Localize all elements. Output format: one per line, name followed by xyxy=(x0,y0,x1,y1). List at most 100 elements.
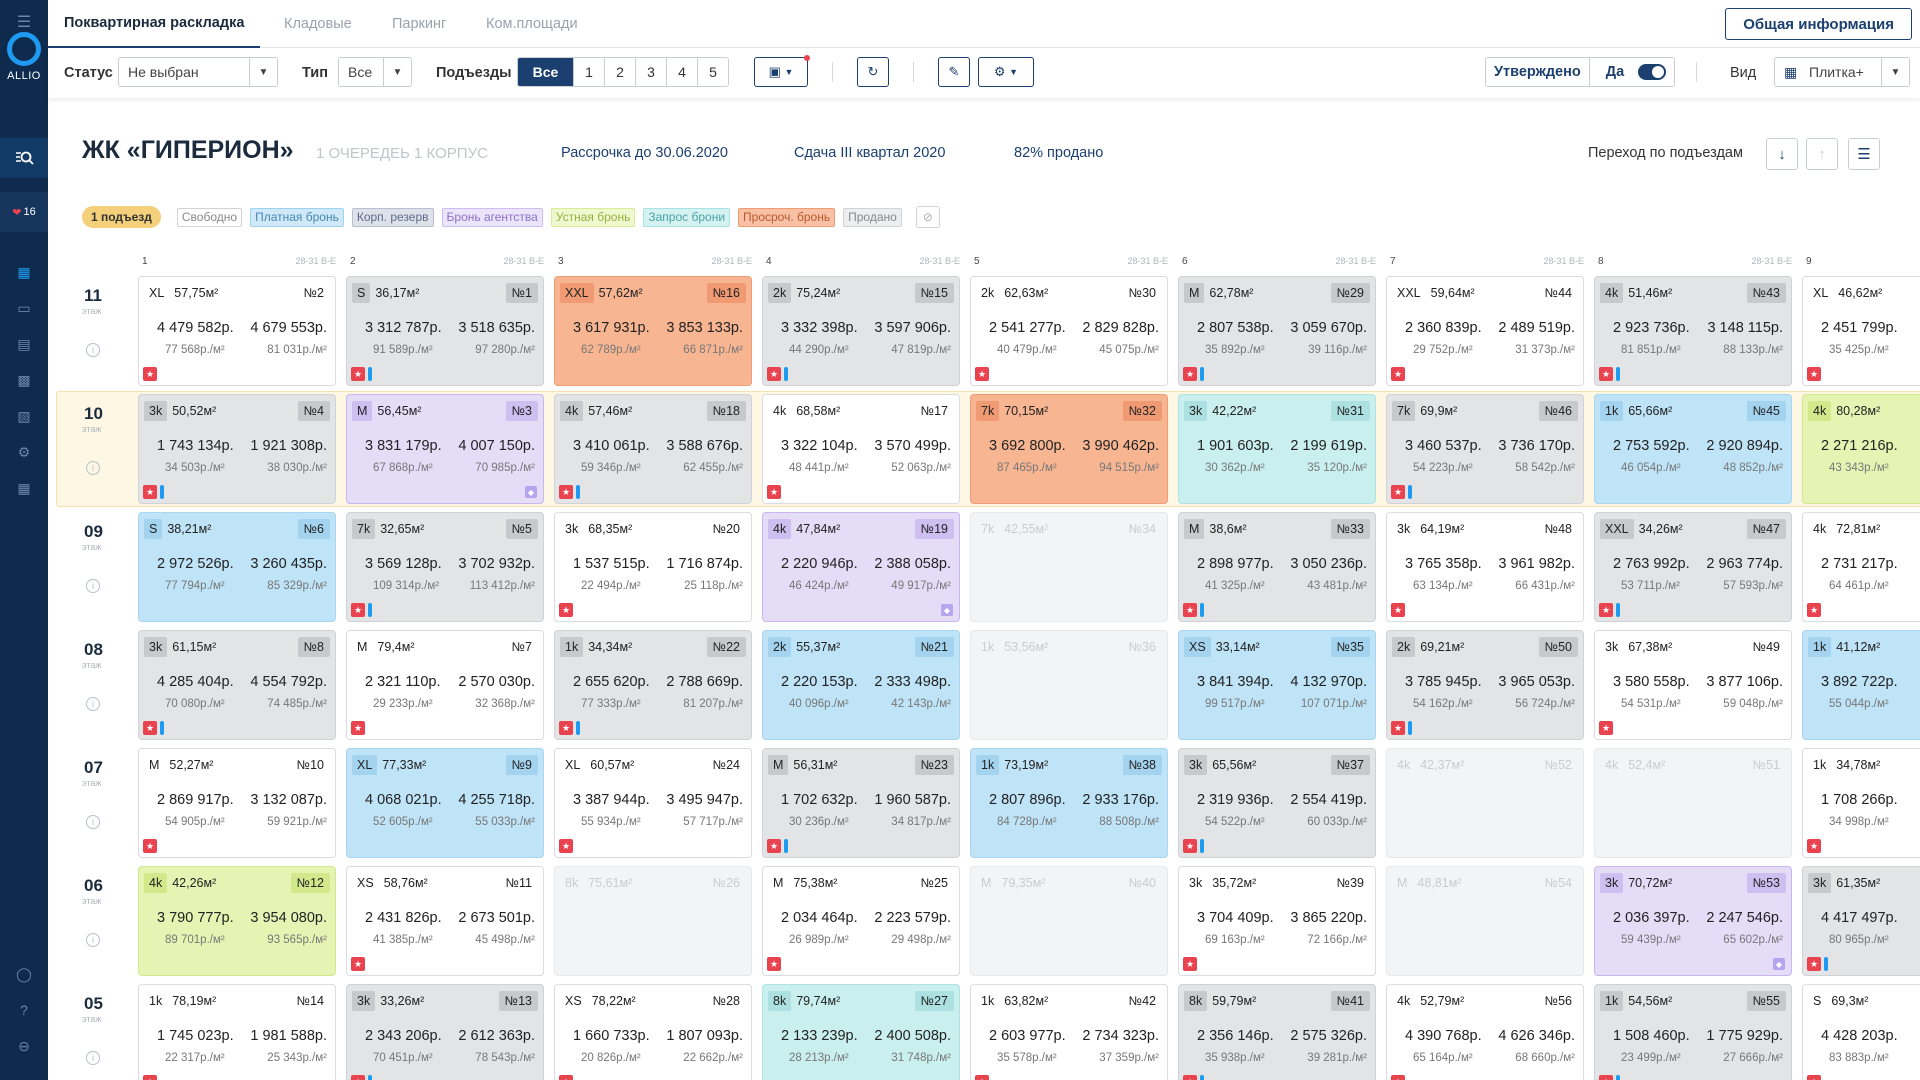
star-icon[interactable]: ★ xyxy=(1807,839,1821,853)
entrance-2[interactable]: 2 xyxy=(604,58,635,86)
star-icon[interactable]: ★ xyxy=(1807,603,1821,617)
legend-item[interactable]: Свободно xyxy=(176,207,243,227)
apartment-tile[interactable]: 4k 52,4м² №51 xyxy=(1594,748,1792,858)
apartment-tile[interactable]: XXL 34,26м² №47 2 763 992р. 2 963 774р. 53 71… xyxy=(1594,512,1792,622)
star-icon[interactable]: ★ xyxy=(143,1075,157,1080)
apartment-tile[interactable]: S 36,17м² №1 3 312 787р. 3 518 635р. 91 589р.… xyxy=(346,276,544,386)
apartment-tile[interactable]: 3k 68,35м² №20 1 537 515р. 1 716 874р. 22 494… xyxy=(554,512,752,622)
apartment-tile[interactable]: S 69,3м² 4 428 203р. 83 883р./м² ★ xyxy=(1802,984,1920,1080)
scroll-up-button[interactable]: ↑ xyxy=(1806,138,1838,170)
star-icon[interactable]: ★ xyxy=(975,367,989,381)
info-icon[interactable]: i xyxy=(86,461,100,475)
star-icon[interactable]: ★ xyxy=(767,957,781,971)
star-icon[interactable]: ★ xyxy=(351,957,365,971)
star-icon[interactable]: ★ xyxy=(351,367,365,381)
apartment-tile[interactable]: M 56,31м² №23 1 702 632р. 1 960 587р. 30 236р… xyxy=(762,748,960,858)
apartment-tile[interactable]: 1k 34,34м² №22 2 655 620р. 2 788 669р. 77 333… xyxy=(554,630,752,740)
toggle-switch[interactable] xyxy=(1638,64,1667,80)
star-icon[interactable]: ★ xyxy=(975,1075,989,1080)
apartment-tile[interactable]: 3k 50,52м² №4 1 743 134р. 1 921 308р. 34 503р… xyxy=(138,394,336,504)
star-icon[interactable]: ★ xyxy=(1807,957,1821,971)
profile-icon[interactable]: ◯ xyxy=(16,965,32,982)
apartment-tile[interactable]: 4k 80,28м² 2 271 216р. 43 343р./м² xyxy=(1802,394,1920,504)
tab-commercial[interactable]: Ком.площади xyxy=(486,16,578,32)
type-select[interactable]: Все ▼ xyxy=(338,57,412,87)
apartment-tile[interactable]: XS 58,76м² №11 2 431 826р. 2 673 501р. 41 385… xyxy=(346,866,544,976)
star-icon[interactable]: ★ xyxy=(1391,367,1405,381)
apartment-tile[interactable]: M 79,35м² №40 xyxy=(970,866,1168,976)
apartment-tile[interactable]: M 38,6м² №33 2 898 977р. 3 050 236р. 41 325р.… xyxy=(1178,512,1376,622)
apartment-tile[interactable]: XL 60,57м² №24 3 387 944р. 3 495 947р. 55 934… xyxy=(554,748,752,858)
apartment-tile[interactable]: XL 57,75м² №2 4 479 582р. 4 679 553р. 77 568р… xyxy=(138,276,336,386)
legend-item[interactable]: Платная бронь xyxy=(250,207,344,227)
legend-item[interactable]: Бронь агентства xyxy=(441,207,543,227)
apartment-tile[interactable]: 2k 69,21м² №50 3 785 945р. 3 965 053р. 54 162… xyxy=(1386,630,1584,740)
status-select[interactable]: Не выбран ▼ xyxy=(118,57,278,87)
star-icon[interactable]: ★ xyxy=(1599,367,1613,381)
star-icon[interactable]: ★ xyxy=(1391,603,1405,617)
apartment-tile[interactable]: 3k 65,56м² №37 2 319 936р. 2 554 419р. 54 522… xyxy=(1178,748,1376,858)
apartment-tile[interactable]: 4k 52,79м² №56 4 390 768р. 4 626 346р. 65 164… xyxy=(1386,984,1584,1080)
star-icon[interactable]: ★ xyxy=(1807,1075,1821,1080)
star-icon[interactable]: ★ xyxy=(1183,367,1197,381)
star-icon[interactable]: ★ xyxy=(351,1075,365,1080)
tab-storage[interactable]: Кладовые xyxy=(284,16,352,32)
apartment-tile[interactable]: 3k 42,22м² №31 1 901 603р. 2 199 619р. 30 362… xyxy=(1178,394,1376,504)
entrance-1[interactable]: 1 xyxy=(573,58,604,86)
star-icon[interactable]: ★ xyxy=(1599,721,1613,735)
apartment-tile[interactable]: 3k 33,26м² №13 2 343 206р. 2 612 363р. 70 451… xyxy=(346,984,544,1080)
star-icon[interactable]: ★ xyxy=(143,721,157,735)
apartment-tile[interactable]: S 38,21м² №6 2 972 526р. 3 260 435р. 77 794р.… xyxy=(138,512,336,622)
tools-icon[interactable]: ⚙ xyxy=(17,443,31,460)
star-icon[interactable]: ★ xyxy=(1183,957,1197,971)
star-icon[interactable]: ★ xyxy=(1183,1075,1197,1080)
entrance-4[interactable]: 4 xyxy=(666,58,697,86)
view-select[interactable]: ▦ Плитка+ ▼ xyxy=(1774,57,1910,87)
apartment-tile[interactable]: 4k 47,84м² №19 2 220 946р. 2 388 058р. 46 424… xyxy=(762,512,960,622)
legend-item[interactable]: Просроч. бронь xyxy=(738,207,836,227)
apartment-tile[interactable]: 3k 67,38м² №49 3 580 558р. 3 877 106р. 54 531… xyxy=(1594,630,1792,740)
apartment-tile[interactable]: 7k 70,15м² №32 3 692 800р. 3 990 462р. 87 465… xyxy=(970,394,1168,504)
apartment-tile[interactable]: 1k 78,19м² №14 1 745 023р. 1 981 588р. 22 317… xyxy=(138,984,336,1080)
apartment-tile[interactable]: 4k 68,58м² №17 3 322 104р. 3 570 499р. 48 441… xyxy=(762,394,960,504)
apartment-tile[interactable]: XS 78,22м² №28 1 660 733р. 1 807 093р. 20 826… xyxy=(554,984,752,1080)
info-icon[interactable]: i xyxy=(86,1051,100,1065)
edit-button[interactable]: ✎ xyxy=(938,57,970,87)
apartment-tile[interactable]: 3k 70,72м² №53 2 036 397р. 2 247 546р. 59 439… xyxy=(1594,866,1792,976)
apartment-tile[interactable]: 3k 61,35м² 4 417 497р. 80 965р./м² ★ xyxy=(1802,866,1920,976)
star-icon[interactable]: ★ xyxy=(559,603,573,617)
star-icon[interactable]: ★ xyxy=(1391,721,1405,735)
apartment-tile[interactable]: M 62,78м² №29 2 807 538р. 3 059 670р. 35 892р… xyxy=(1178,276,1376,386)
legend-item[interactable]: Запрос брони xyxy=(643,207,731,227)
building-icon[interactable]: ▦ xyxy=(17,263,31,280)
apartment-tile[interactable]: M 75,38м² №25 2 034 464р. 2 223 579р. 26 989р… xyxy=(762,866,960,976)
star-icon[interactable]: ★ xyxy=(143,485,157,499)
visibility-toggle[interactable]: ⊘ xyxy=(915,206,940,228)
star-icon[interactable]: ★ xyxy=(767,367,781,381)
search-icon[interactable] xyxy=(0,138,48,178)
apartment-tile[interactable]: XL 46,62м² 2 451 799р. 35 425р./м² ★ xyxy=(1802,276,1920,386)
legend-item[interactable]: Продано xyxy=(843,207,902,227)
star-icon[interactable]: ★ xyxy=(1391,485,1405,499)
apartment-tile[interactable]: 1k 41,12м² 3 892 722р. 55 044р./м² xyxy=(1802,630,1920,740)
logout-icon[interactable]: ⊖ xyxy=(18,1037,30,1054)
star-icon[interactable]: ★ xyxy=(559,839,573,853)
apartment-tile[interactable]: 1k 34,78м² 1 708 266р. 34 998р./м² ★ xyxy=(1802,748,1920,858)
legend-item[interactable]: Устная бронь xyxy=(550,207,636,227)
apartment-tile[interactable]: M 79,4м² №7 2 321 110р. 2 570 030р. 29 233р./… xyxy=(346,630,544,740)
tab-parking[interactable]: Паркинг xyxy=(392,16,447,32)
star-icon[interactable]: ★ xyxy=(143,839,157,853)
settings-dropdown[interactable]: ⚙ ▼ xyxy=(978,57,1034,87)
star-icon[interactable]: ★ xyxy=(1183,603,1197,617)
apartment-tile[interactable]: 2k 75,24м² №15 3 332 398р. 3 597 906р. 44 290… xyxy=(762,276,960,386)
documents-icon[interactable]: ▤ xyxy=(17,335,31,352)
apartment-tile[interactable]: 8k 75,61м² №26 xyxy=(554,866,752,976)
help-icon[interactable]: ? xyxy=(20,1002,28,1018)
legend-item[interactable]: Корп. резерв xyxy=(351,207,434,227)
apartment-tile[interactable]: 7k 32,65м² №5 3 569 128р. 3 702 932р. 109 314… xyxy=(346,512,544,622)
star-icon[interactable]: ★ xyxy=(559,485,573,499)
apartment-tile[interactable]: 1k 53,56м² №36 xyxy=(970,630,1168,740)
refresh-calc-button[interactable]: ↻ xyxy=(857,57,889,87)
apartment-tile[interactable]: 4k 42,37м² №52 xyxy=(1386,748,1584,858)
apartment-tile[interactable]: 1k 73,19м² №38 2 807 896р. 2 933 176р. 84 728… xyxy=(970,748,1168,858)
